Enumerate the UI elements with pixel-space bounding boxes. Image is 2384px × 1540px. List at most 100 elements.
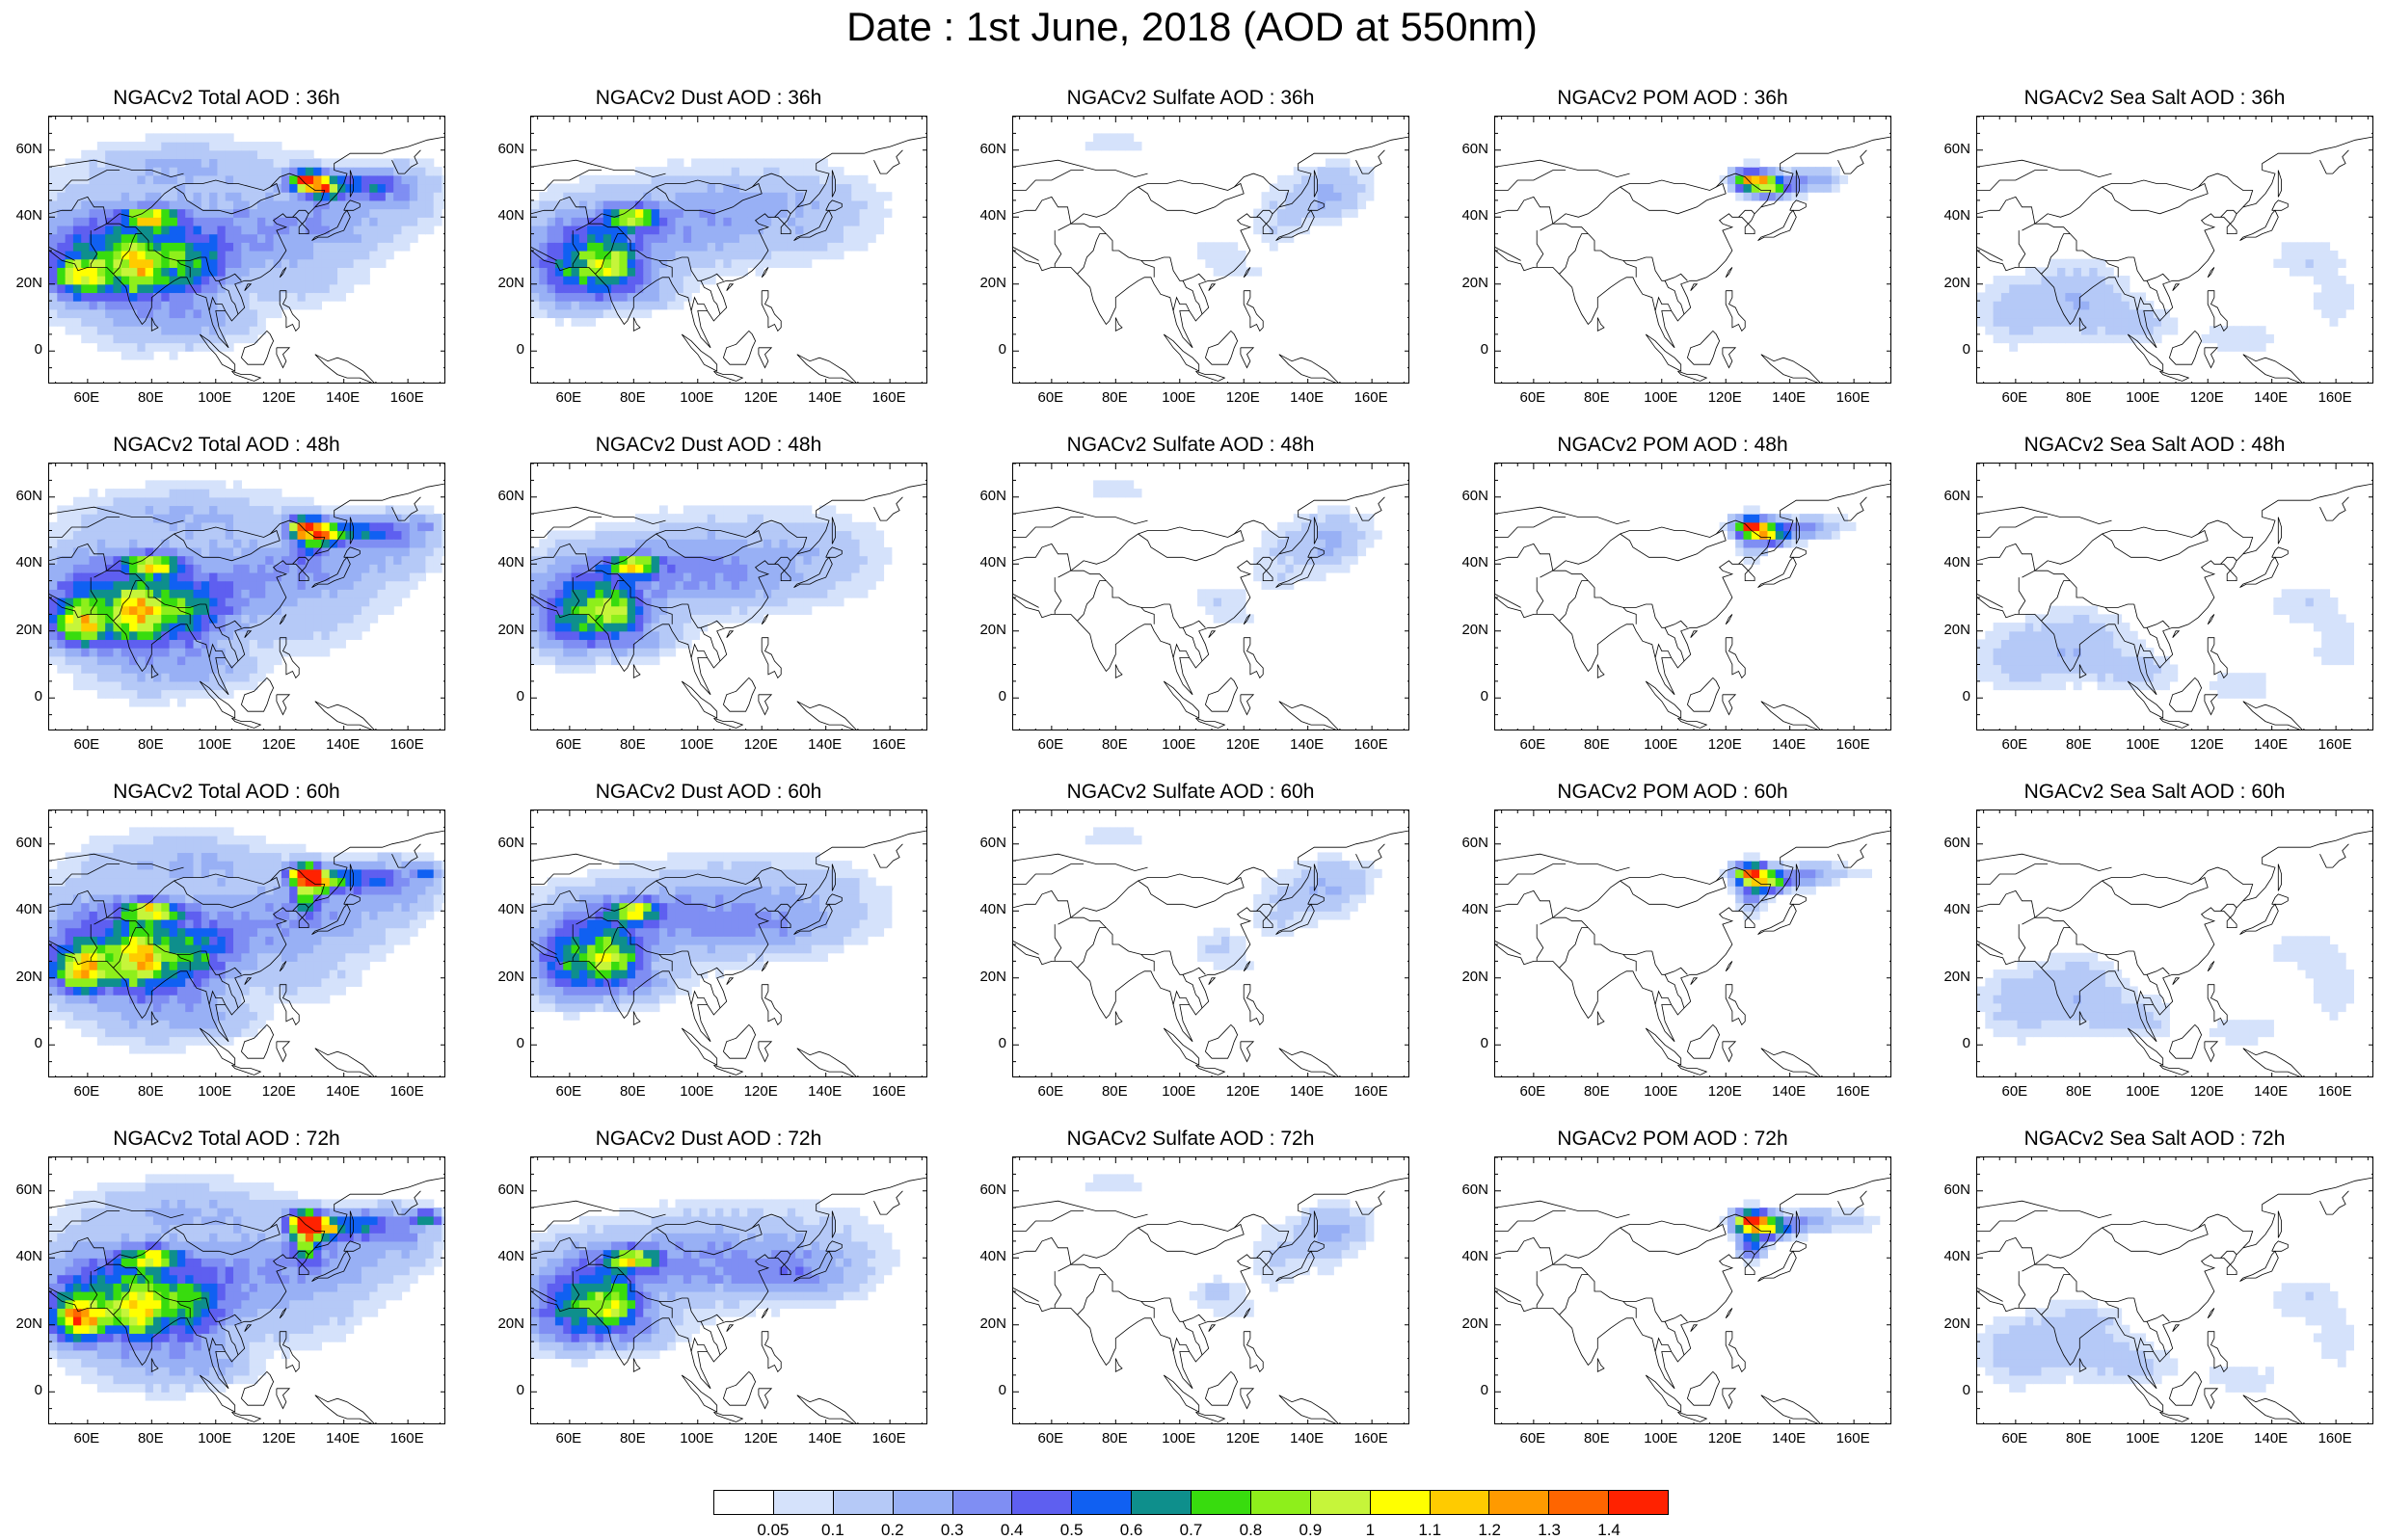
lat-tick-label: 20N bbox=[1928, 1315, 1970, 1332]
lat-tick-label: 60N bbox=[482, 488, 524, 504]
lon-tick-label: 120E bbox=[2183, 1430, 2231, 1447]
lon-tick-label: 120E bbox=[1219, 736, 1267, 753]
lon-tick-label: 120E bbox=[2183, 1083, 2231, 1100]
map-canvas bbox=[1977, 810, 2373, 1077]
lon-tick-label: 160E bbox=[383, 1083, 431, 1100]
lat-tick-label: 40N bbox=[0, 1248, 42, 1264]
panel-title: NGACv2 Dust AOD : 48h bbox=[482, 434, 935, 457]
lon-tick-label: 100E bbox=[673, 1430, 721, 1447]
panel-title: NGACv2 Dust AOD : 60h bbox=[482, 781, 935, 804]
lon-tick-label: 140E bbox=[319, 389, 367, 406]
lon-tick-label: 80E bbox=[1572, 1430, 1621, 1447]
lon-tick-label: 80E bbox=[608, 1430, 656, 1447]
colorbar-label: 0.7 bbox=[1167, 1521, 1216, 1540]
lat-tick-label: 0 bbox=[1446, 1382, 1488, 1398]
lon-tick-label: 80E bbox=[1090, 736, 1138, 753]
lat-tick-label: 40N bbox=[482, 901, 524, 917]
lon-tick-label: 160E bbox=[383, 389, 431, 406]
lon-tick-label: 160E bbox=[2311, 1083, 2359, 1100]
lat-tick-label: 0 bbox=[482, 341, 524, 358]
lon-tick-label: 80E bbox=[126, 1083, 174, 1100]
panel-title: NGACv2 Dust AOD : 36h bbox=[482, 87, 935, 110]
tick-marks bbox=[1495, 464, 1891, 730]
lon-tick-label: 80E bbox=[2054, 1430, 2103, 1447]
colorbar-swatch bbox=[834, 1491, 894, 1514]
lat-tick-label: 60N bbox=[0, 1182, 42, 1198]
map-canvas bbox=[531, 810, 927, 1077]
lon-tick-label: 120E bbox=[1701, 736, 1749, 753]
lat-tick-label: 60N bbox=[482, 835, 524, 851]
lon-tick-label: 160E bbox=[2311, 389, 2359, 406]
colorbar-label: 0.4 bbox=[988, 1521, 1036, 1540]
colorbar-label: 0.9 bbox=[1286, 1521, 1334, 1540]
lon-tick-label: 120E bbox=[1701, 1430, 1749, 1447]
colorbar-label: 0.3 bbox=[928, 1521, 977, 1540]
colorbar-swatch bbox=[1132, 1491, 1192, 1514]
lon-tick-label: 140E bbox=[1765, 1430, 1813, 1447]
lat-tick-label: 20N bbox=[964, 1315, 1006, 1332]
lat-tick-label: 60N bbox=[1446, 488, 1488, 504]
main-title: Date : 1st June, 2018 (AOD at 550nm) bbox=[0, 4, 2384, 50]
aod-field bbox=[49, 827, 445, 1053]
panel-title: NGACv2 Sulfate AOD : 36h bbox=[964, 87, 1417, 110]
aod-map bbox=[530, 1156, 927, 1424]
lon-tick-label: 140E bbox=[1283, 736, 1331, 753]
lat-tick-label: 40N bbox=[1928, 1248, 1970, 1264]
lon-tick-label: 80E bbox=[608, 1083, 656, 1100]
lat-tick-label: 20N bbox=[0, 969, 42, 985]
lat-tick-label: 20N bbox=[964, 622, 1006, 638]
lat-tick-label: 0 bbox=[1928, 688, 1970, 704]
map-canvas bbox=[1495, 810, 1891, 1077]
colorbar-label: 0.05 bbox=[749, 1521, 797, 1540]
lon-tick-label: 100E bbox=[1155, 1083, 1203, 1100]
aod-map bbox=[530, 463, 927, 730]
lat-tick-label: 0 bbox=[0, 1035, 42, 1051]
lon-tick-label: 60E bbox=[545, 736, 593, 753]
lon-tick-label: 160E bbox=[1347, 1430, 1395, 1447]
lon-tick-label: 120E bbox=[1219, 1083, 1267, 1100]
aod-map bbox=[48, 116, 445, 384]
lat-tick-label: 0 bbox=[1928, 341, 1970, 358]
lon-tick-label: 120E bbox=[254, 736, 303, 753]
lon-tick-label: 80E bbox=[126, 736, 174, 753]
colorbar-label: 1.3 bbox=[1525, 1521, 1573, 1540]
lat-tick-label: 0 bbox=[964, 1382, 1006, 1398]
lon-tick-label: 100E bbox=[1637, 1430, 1685, 1447]
lat-tick-label: 60N bbox=[482, 141, 524, 157]
lat-tick-label: 60N bbox=[1928, 141, 1970, 157]
lat-tick-label: 20N bbox=[1446, 275, 1488, 291]
lat-tick-label: 40N bbox=[964, 901, 1006, 917]
colorbar-label: 0.1 bbox=[809, 1521, 857, 1540]
aod-field bbox=[1977, 242, 2354, 352]
aod-field bbox=[1977, 936, 2354, 1046]
lat-tick-label: 40N bbox=[482, 207, 524, 224]
colorbar-label: 0.5 bbox=[1048, 1521, 1096, 1540]
aod-map bbox=[1976, 1156, 2373, 1424]
colorbar-label: 0.6 bbox=[1108, 1521, 1156, 1540]
aod-map bbox=[1012, 810, 1409, 1077]
lat-tick-label: 40N bbox=[964, 554, 1006, 571]
lat-tick-label: 60N bbox=[1928, 835, 1970, 851]
lat-tick-label: 40N bbox=[482, 1248, 524, 1264]
aod-field bbox=[49, 133, 445, 359]
lat-tick-label: 0 bbox=[1446, 341, 1488, 358]
lon-tick-label: 100E bbox=[673, 736, 721, 753]
colorbar-swatch bbox=[774, 1491, 834, 1514]
lon-tick-label: 160E bbox=[1347, 1083, 1395, 1100]
lon-tick-label: 60E bbox=[545, 389, 593, 406]
lon-tick-label: 140E bbox=[1765, 1083, 1813, 1100]
lon-tick-label: 160E bbox=[1829, 736, 1877, 753]
lon-tick-label: 60E bbox=[1991, 1430, 2039, 1447]
map-canvas bbox=[49, 464, 445, 730]
lat-tick-label: 60N bbox=[964, 835, 1006, 851]
lon-tick-label: 60E bbox=[63, 389, 111, 406]
